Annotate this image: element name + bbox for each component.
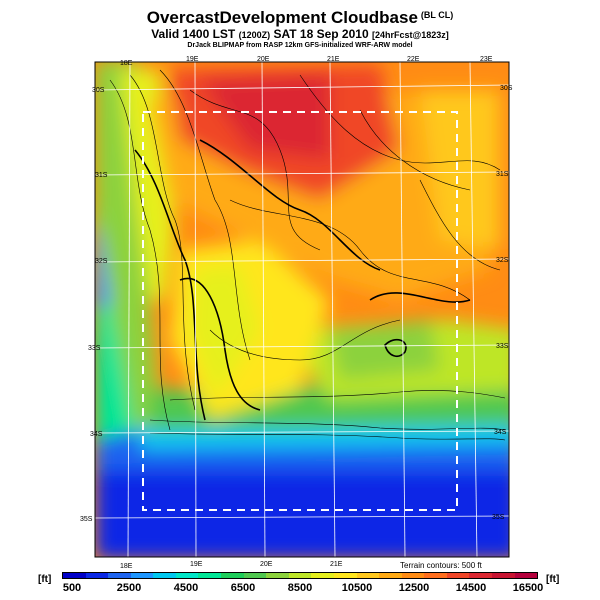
color-scale-tick: 10500 <box>341 582 373 594</box>
lon-label: 22E <box>407 56 420 63</box>
color-scale-tick: 14500 <box>455 582 487 594</box>
lat-lon-grid <box>95 62 509 557</box>
title-tag: (BL CL) <box>420 10 454 20</box>
color-scale-swatch <box>356 573 380 578</box>
unit-label-left: [ft] <box>38 574 52 585</box>
color-scale-swatch <box>153 573 176 578</box>
inner-domain-box <box>142 111 458 511</box>
unit-label-right: [ft] <box>546 574 560 585</box>
lon-label: 19E <box>190 561 203 568</box>
valid-date: SAT 18 Sep 2010 <box>273 27 369 41</box>
lat-label: 31S <box>496 171 509 178</box>
color-scale-swatch <box>288 573 312 578</box>
lat-labels-right: 30S 31S 32S 33S 34S 35S <box>492 85 513 521</box>
lat-label: 31S <box>95 172 108 179</box>
color-scale-swatch <box>424 573 447 578</box>
color-scale-tick: 12500 <box>398 582 430 594</box>
color-scale-tick: 6500 <box>230 582 256 594</box>
map-title: OvercastDevelopment Cloudbase (BL CL) <box>0 8 600 28</box>
color-scale-swatch <box>130 573 154 578</box>
color-scale-tick: 2500 <box>116 582 142 594</box>
color-scale-tick: 4500 <box>173 582 199 594</box>
title-text: OvercastDevelopment Cloudbase <box>146 8 418 27</box>
lat-label: 34S <box>494 429 507 436</box>
color-scale-tick: 8500 <box>287 582 313 594</box>
lon-label: 20E <box>260 561 273 568</box>
color-scale-swatch <box>175 573 199 578</box>
color-scale-swatch <box>266 573 289 578</box>
lon-label: 20E <box>257 56 270 63</box>
lat-label: 33S <box>496 343 509 350</box>
lat-label: 35S <box>80 516 93 523</box>
lon-label: 18E <box>120 563 133 570</box>
lon-label: 19E <box>186 56 199 63</box>
cloudbase-field <box>95 62 509 557</box>
lon-labels-bottom: 18E 19E 20E 21E <box>120 561 343 570</box>
valid-prefix: Valid 1400 LST <box>151 27 236 41</box>
lat-label: 34S <box>90 431 103 438</box>
color-scale-swatch <box>446 573 470 578</box>
lon-labels-top: 18E 19E 20E 21E 22E 23E <box>120 56 493 67</box>
lat-label: 32S <box>496 257 509 264</box>
valid-time-line: Valid 1400 LST (1200Z) SAT 18 Sep 2010 [… <box>0 27 600 41</box>
color-scale-bar <box>62 572 538 579</box>
lat-label: 30S <box>500 85 513 92</box>
lon-label: 23E <box>480 56 493 63</box>
lat-label: 35S <box>492 514 505 521</box>
color-scale-swatch <box>333 573 357 578</box>
color-scale-swatch <box>63 573 86 578</box>
color-scale-swatch <box>243 573 267 578</box>
forecast-time: [24hrFcst@1823z] <box>371 30 449 40</box>
color-scale-swatch <box>108 573 131 578</box>
valid-zulu: (1200Z) <box>238 30 271 40</box>
lon-label: 21E <box>330 561 343 568</box>
color-scale-swatch <box>379 573 402 578</box>
lat-label: 33S <box>88 345 101 352</box>
color-scale-ticks: 500 2500 4500 6500 8500 10500 12500 14500 16500 <box>62 582 543 596</box>
map-frame <box>94 61 510 558</box>
lon-label: 18E <box>120 60 133 67</box>
lat-label: 32S <box>95 258 108 265</box>
lat-label: 30S <box>92 87 105 94</box>
color-scale-swatch <box>311 573 334 578</box>
color-scale-tick: 16500 <box>512 582 544 594</box>
model-credit: DrJack BLIPMAP from RASP 12km GFS-initia… <box>187 42 413 49</box>
color-scale-swatch <box>198 573 222 578</box>
lat-labels-left: 30S 31S 32S 33S 34S 35S <box>80 87 108 523</box>
terrain-contour-note: Terrain contours: 500 ft <box>400 561 482 570</box>
color-scale-swatch <box>469 573 492 578</box>
color-scale-swatch <box>514 573 538 578</box>
color-scale-swatch <box>401 573 425 578</box>
color-scale-swatch <box>491 573 515 578</box>
lon-label: 21E <box>327 56 340 63</box>
color-scale-swatch <box>221 573 244 578</box>
color-scale-tick: 500 <box>62 582 82 594</box>
color-scale-swatch <box>85 573 109 578</box>
